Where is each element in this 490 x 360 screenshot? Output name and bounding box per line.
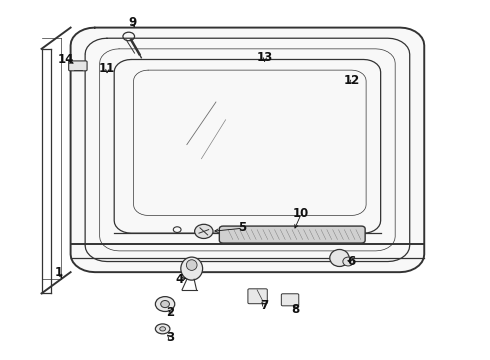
Text: 2: 2 <box>166 306 174 319</box>
Text: 13: 13 <box>256 51 272 64</box>
Ellipse shape <box>155 297 175 311</box>
FancyBboxPatch shape <box>69 61 87 71</box>
Ellipse shape <box>195 224 213 238</box>
FancyBboxPatch shape <box>281 294 299 306</box>
Text: 7: 7 <box>260 299 269 312</box>
Text: 10: 10 <box>293 207 309 220</box>
Text: 1: 1 <box>54 266 63 279</box>
FancyBboxPatch shape <box>248 289 267 304</box>
FancyBboxPatch shape <box>220 226 365 243</box>
Ellipse shape <box>186 260 197 270</box>
Text: 3: 3 <box>166 331 174 344</box>
Text: 4: 4 <box>175 273 184 286</box>
Text: 9: 9 <box>128 16 137 29</box>
Text: 5: 5 <box>239 221 246 234</box>
Polygon shape <box>71 28 424 272</box>
Text: 12: 12 <box>343 74 360 87</box>
Text: 11: 11 <box>99 62 115 75</box>
Text: 8: 8 <box>292 303 300 316</box>
Ellipse shape <box>161 301 170 307</box>
Text: 14: 14 <box>57 53 74 66</box>
Ellipse shape <box>160 327 166 331</box>
Text: 6: 6 <box>347 255 356 268</box>
Ellipse shape <box>330 249 349 266</box>
Ellipse shape <box>155 324 170 334</box>
Ellipse shape <box>181 257 202 280</box>
Ellipse shape <box>343 257 353 266</box>
